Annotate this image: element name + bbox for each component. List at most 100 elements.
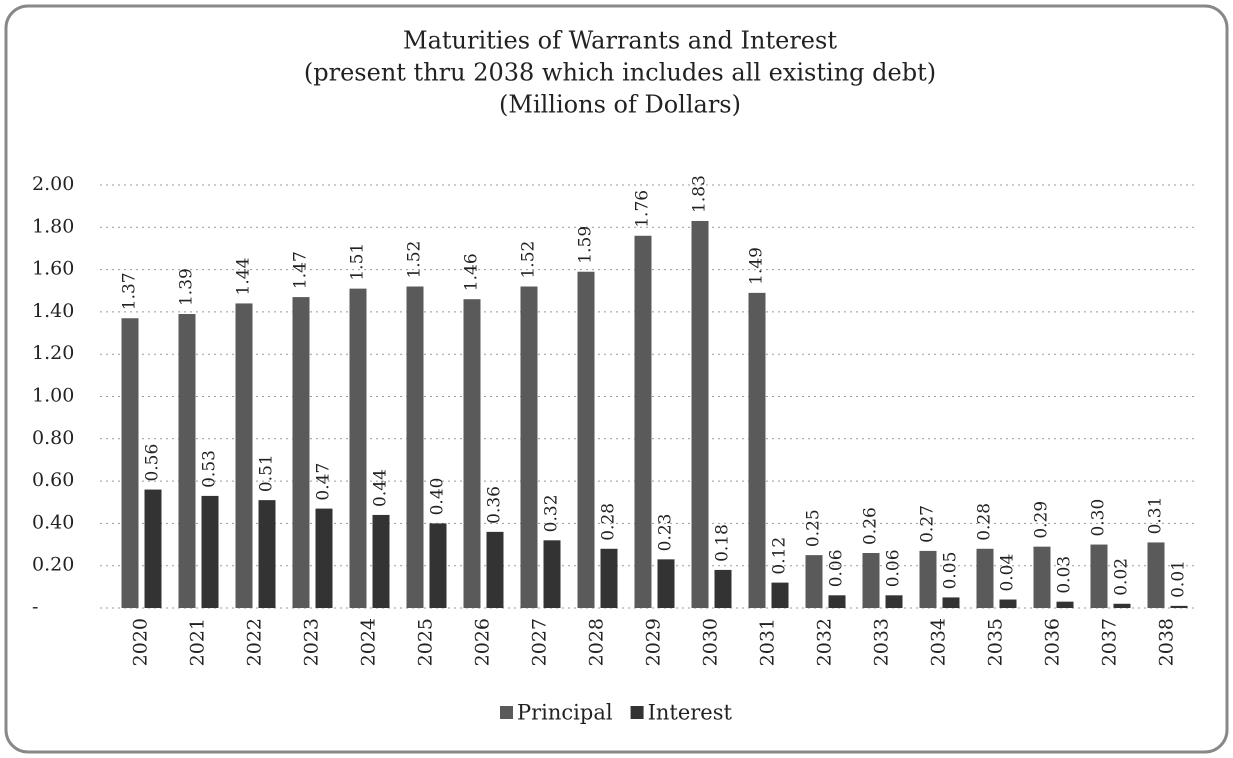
data-label: 1.76 [633,190,653,228]
bar [885,595,903,608]
x-tick-label: 2023 [301,618,323,666]
data-label: 0.51 [257,454,277,492]
data-label: 1.52 [519,241,539,279]
legend-label: Interest [648,701,733,725]
data-label: 1.47 [291,251,311,289]
data-label: 1.51 [348,243,368,281]
y-tick-label: 0.80 [32,427,74,449]
bar [463,299,481,608]
data-label: 0.18 [713,524,733,562]
bar [748,292,766,608]
x-tick-label: 2024 [358,618,380,666]
data-label: 0.44 [371,469,391,507]
bar [520,286,538,608]
y-tick-label: 1.20 [32,342,74,364]
bar [429,523,447,608]
bar [942,597,960,608]
data-label: 0.28 [975,503,995,541]
chart-title: (present thru 2038 which includes all ex… [304,59,936,87]
x-tick-label: 2031 [757,618,779,666]
bar [976,548,994,608]
bar [691,220,709,608]
data-label: 0.30 [1089,499,1109,537]
data-label: 0.03 [1055,556,1075,594]
data-label: 0.29 [1032,501,1052,539]
x-tick-label: 2030 [700,618,722,666]
data-label: 0.56 [143,444,163,482]
data-label: 1.37 [120,272,140,310]
legend-swatch [630,706,644,719]
bar [486,531,504,608]
bar [1113,603,1131,608]
x-tick-label: 2036 [1042,618,1064,666]
bar [121,318,139,608]
bar [862,553,880,608]
data-label: 1.52 [405,241,425,279]
bar [577,271,595,608]
x-tick-label: 2020 [130,618,152,666]
bar [771,582,789,608]
y-tick-label: 0.60 [32,469,74,491]
bar [828,595,846,608]
data-label: 1.49 [747,247,767,285]
data-label: 0.36 [485,486,505,524]
bar [235,303,253,608]
bar [406,286,424,608]
data-label: 0.06 [827,549,847,587]
bar [999,599,1017,608]
x-tick-label: 2025 [415,618,437,666]
bar [349,288,367,608]
data-label: 0.04 [998,554,1018,592]
y-tick-label: - [32,596,38,618]
y-tick-label: 0.20 [32,554,74,576]
data-label: 1.44 [234,258,254,296]
bar [258,500,276,608]
chart-title: Maturities of Warrants and Interest [403,27,837,55]
y-tick-label: 1.80 [32,215,74,237]
data-label: 1.39 [177,268,197,306]
bar [178,314,196,608]
bar [634,235,652,608]
bar [600,548,618,608]
bar [714,569,732,608]
legend-label: Principal [517,701,613,725]
bar [315,508,333,608]
y-tick-label: 1.60 [32,258,74,280]
data-label: 0.31 [1146,497,1166,535]
x-tick-label: 2038 [1156,618,1178,666]
x-tick-label: 2029 [643,618,665,666]
data-label: 0.02 [1112,558,1132,596]
bar [1056,601,1074,608]
x-tick-label: 2026 [472,618,494,666]
data-label: 0.27 [918,505,938,543]
bar [1147,542,1165,608]
data-label: 0.05 [941,552,961,590]
x-tick-label: 2032 [814,618,836,666]
data-label: 1.59 [576,226,596,264]
data-label: 0.06 [884,549,904,587]
data-label: 1.83 [690,175,710,213]
y-tick-label: 0.40 [32,511,74,533]
bar [919,550,937,608]
legend-swatch [500,706,513,719]
x-tick-label: 2033 [871,618,893,666]
x-tick-label: 2035 [985,618,1007,666]
x-tick-label: 2021 [187,618,209,666]
x-tick-label: 2027 [529,618,551,666]
data-label: 0.26 [861,507,881,545]
data-label: 0.01 [1169,560,1189,598]
bar [201,495,219,608]
data-label: 0.28 [599,503,619,541]
x-tick-label: 2037 [1099,618,1121,666]
data-label: 0.25 [804,509,824,547]
bar [805,555,823,608]
data-label: 1.46 [462,253,482,291]
bar [292,297,310,608]
y-tick-label: 1.00 [32,385,74,407]
data-label: 0.23 [656,513,676,551]
chart-title: (Millions of Dollars) [499,91,741,119]
bar [657,559,675,608]
bar [1170,605,1188,608]
data-label: 0.53 [200,450,220,488]
